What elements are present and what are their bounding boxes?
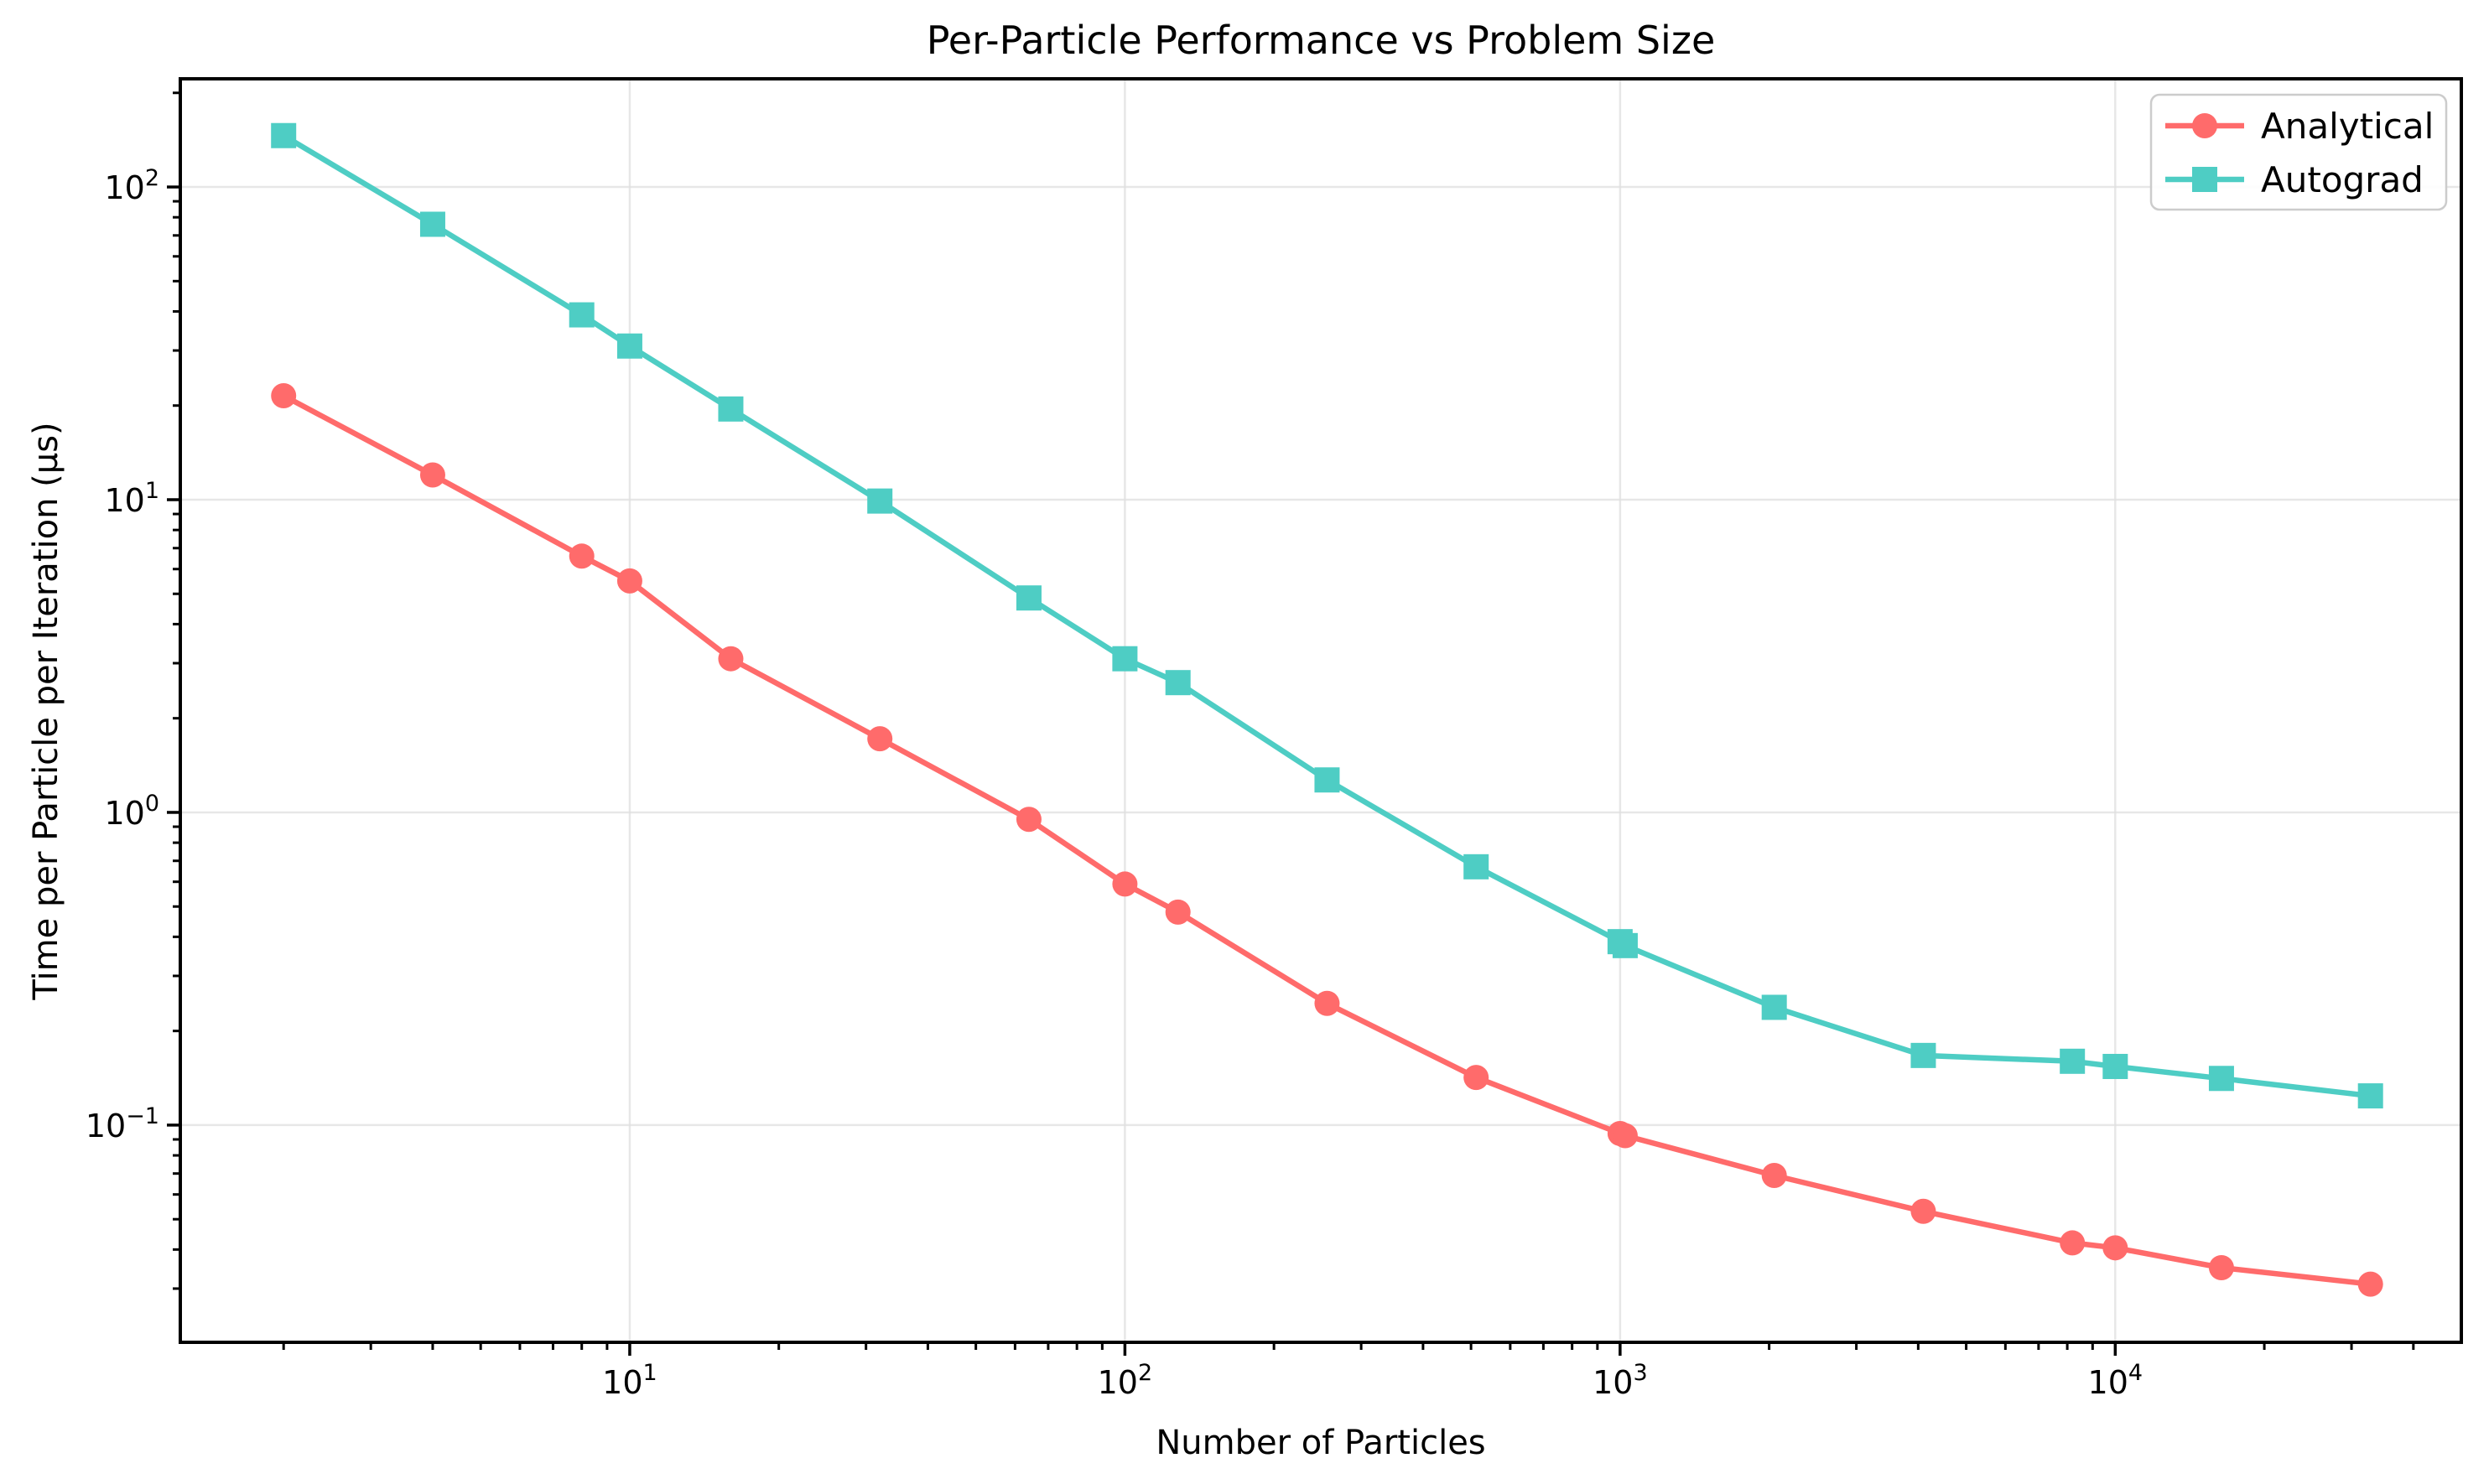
data-point-marker-autograd — [271, 122, 297, 148]
data-point-marker-analytical — [2102, 1235, 2128, 1261]
data-point-marker-autograd — [2208, 1066, 2234, 1092]
data-point-marker-autograd — [2102, 1053, 2128, 1079]
data-point-marker-autograd — [2357, 1083, 2383, 1109]
data-point-marker-autograd — [569, 302, 595, 328]
data-point-marker-autograd — [616, 333, 642, 359]
y-tick-label: 100 — [104, 791, 159, 832]
data-point-marker-analytical — [867, 726, 893, 752]
legend-label: Autograd — [2261, 159, 2424, 200]
data-point-marker-autograd — [867, 488, 893, 514]
y-tick-label: 10−1 — [86, 1103, 159, 1144]
data-point-marker-analytical — [569, 543, 595, 569]
tick-labels: 101 102 103 104 102 101 100 10−1 — [86, 165, 2143, 1401]
data-point-marker-analytical — [1463, 1065, 1489, 1091]
data-point-marker-autograd — [1612, 932, 1638, 958]
chart-title: Per-Particle Performance vs Problem Size — [927, 18, 1716, 63]
x-axis-label: Number of Particles — [1156, 1424, 1485, 1462]
data-point-marker-analytical — [2060, 1230, 2086, 1256]
x-tick-label: 103 — [1593, 1360, 1648, 1401]
data-point-marker-analytical — [1910, 1198, 1936, 1224]
data-point-marker-autograd — [1910, 1042, 1936, 1068]
legend-entry-analytical: Analytical — [2165, 106, 2434, 147]
series-line-autograd — [280, 132, 2373, 1099]
axis-ticks — [167, 91, 2415, 1356]
data-point-marker-analytical — [271, 383, 297, 409]
legend-square-marker-icon — [2192, 167, 2217, 192]
data-point-marker-analytical — [2357, 1271, 2383, 1297]
legend: Analytical Autograd — [2149, 93, 2448, 211]
data-point-marker-analytical — [1165, 899, 1191, 925]
data-point-marker-autograd — [718, 396, 744, 422]
data-point-marker-autograd — [1761, 994, 1787, 1020]
series-layer — [271, 122, 2383, 1297]
x-tick-label: 102 — [1098, 1360, 1153, 1401]
data-point-marker-analytical — [1016, 807, 1042, 833]
data-point-marker-analytical — [1314, 990, 1340, 1016]
legend-circle-marker-icon — [2192, 113, 2217, 138]
data-point-marker-autograd — [1463, 854, 1489, 880]
data-point-marker-analytical — [2208, 1254, 2234, 1280]
y-axis-label: Time per Particle per Iteration (μs) — [27, 422, 65, 1000]
grid-layer — [180, 79, 2461, 1342]
data-point-marker-analytical — [1761, 1163, 1787, 1189]
data-point-marker-autograd — [1165, 670, 1191, 696]
data-point-marker-autograd — [1112, 646, 1138, 672]
y-tick-label: 101 — [104, 478, 159, 519]
data-point-marker-autograd — [2060, 1048, 2086, 1074]
legend-entry-autograd: Autograd — [2165, 159, 2424, 200]
data-point-marker-analytical — [718, 646, 744, 672]
series-line-analytical — [280, 392, 2373, 1287]
data-point-marker-analytical — [1612, 1123, 1638, 1149]
x-tick-label: 104 — [2088, 1360, 2143, 1401]
data-point-marker-autograd — [419, 211, 445, 237]
y-tick-label: 102 — [104, 165, 159, 206]
legend-label: Analytical — [2261, 106, 2434, 147]
data-point-marker-analytical — [1112, 871, 1138, 897]
data-point-marker-analytical — [616, 568, 642, 594]
plot-border — [179, 77, 2463, 1344]
data-point-marker-autograd — [1016, 585, 1042, 611]
data-point-marker-analytical — [419, 462, 445, 488]
x-tick-label: 101 — [602, 1360, 657, 1401]
data-point-marker-autograd — [1314, 767, 1340, 793]
